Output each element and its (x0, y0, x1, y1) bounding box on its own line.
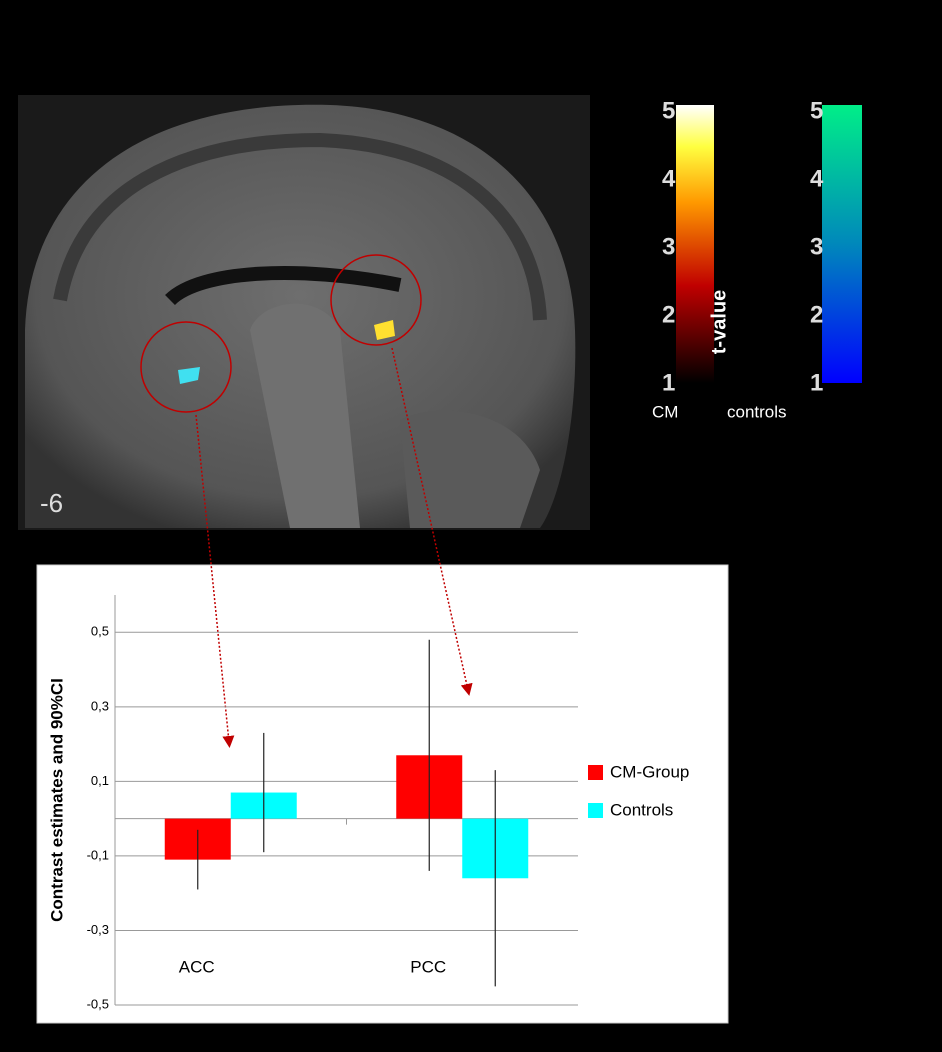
colorbar-label: controls (727, 402, 787, 421)
y-tick-label: -0,3 (87, 922, 109, 937)
figure: -6 5 4 3 2 1 5 4 3 2 1 t-value CM controls Contra… (0, 0, 942, 1052)
colorbar-tick-label: 5 (662, 97, 675, 124)
colorbar-tick-label: 2 (810, 301, 823, 328)
legend-swatch (588, 803, 603, 818)
legend-label: Controls (610, 800, 673, 819)
colorbar-tick-label: 5 (810, 97, 823, 124)
colorbar-tick-label: 4 (662, 165, 676, 192)
y-tick-label: -0,1 (87, 847, 109, 862)
colorbar-label: CM (652, 402, 678, 421)
colorbar-tick-label: 2 (662, 301, 675, 328)
legend-label: CM-Group (610, 762, 689, 781)
colorbar-tick-label: 1 (810, 369, 823, 396)
y-tick-label: 0,5 (91, 624, 109, 639)
chart-panel (37, 565, 728, 1023)
colorbar-tick-label: 3 (662, 233, 675, 260)
colorbar-title: t-value (708, 290, 730, 354)
colorbar-tick-label: 4 (810, 165, 824, 192)
y-tick-label: 0,3 (91, 698, 109, 713)
x-tick-label: PCC (410, 957, 446, 976)
slice-label: -6 (40, 488, 63, 518)
y-axis-label: Contrast estimates and 90%CI (47, 678, 66, 922)
y-tick-label: -0,5 (87, 996, 109, 1011)
brain-image: -6 (18, 95, 590, 530)
colorbar-cool (822, 105, 862, 383)
colorbar-tick-label: 3 (810, 233, 823, 260)
y-tick-label: 0,1 (91, 773, 109, 788)
x-tick-label: ACC (179, 957, 215, 976)
colorbar-tick-label: 1 (662, 369, 675, 396)
legend-swatch (588, 765, 603, 780)
